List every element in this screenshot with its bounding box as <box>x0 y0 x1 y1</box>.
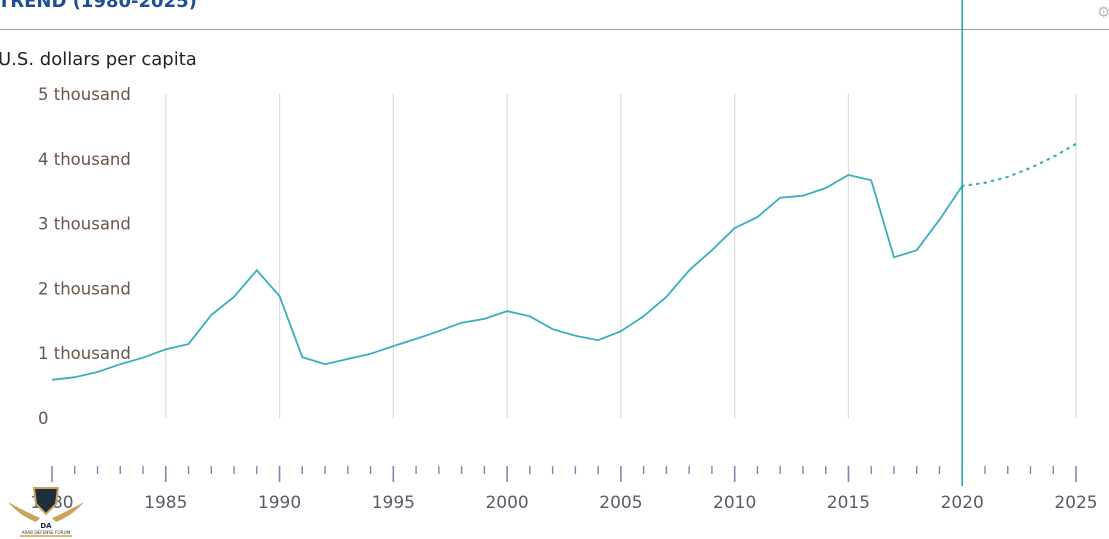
svg-text:ARAB DEFENSE FORUM: ARAB DEFENSE FORUM <box>22 530 71 535</box>
x-tick-label: 1995 <box>372 493 415 513</box>
y-tick-label: 0 <box>38 409 49 428</box>
y-axis-unit-label: U.S. dollars per capita <box>0 49 197 70</box>
svg-text:DA: DA <box>40 522 52 530</box>
y-tick-label: 2 thousand <box>38 279 131 298</box>
x-tick-label: 2025 <box>1054 493 1097 513</box>
title-divider <box>0 29 1109 30</box>
gear-icon[interactable]: ⚙ <box>1097 3 1109 21</box>
x-tick-label: 2000 <box>485 493 528 513</box>
series-line-actual <box>51 174 963 381</box>
x-tick-label: 2020 <box>941 493 984 513</box>
x-tick-label: 2015 <box>827 493 870 513</box>
x-tick-label: 2005 <box>599 493 642 513</box>
chart-title: TREND (1980-2025) <box>0 0 197 12</box>
x-tick-label: 1985 <box>144 493 187 513</box>
arab-defense-forum-logo: DA ARAB DEFENSE FORUM <box>8 487 84 537</box>
y-tick-label: 5 thousand <box>38 85 131 104</box>
y-tick-label: 3 thousand <box>38 215 131 234</box>
x-tick-label: 1990 <box>258 493 301 513</box>
series-line-projection <box>961 142 1078 188</box>
x-tick-label: 2010 <box>713 493 756 513</box>
y-tick-label: 4 thousand <box>38 150 131 169</box>
y-tick-label: 1 thousand <box>38 344 131 363</box>
